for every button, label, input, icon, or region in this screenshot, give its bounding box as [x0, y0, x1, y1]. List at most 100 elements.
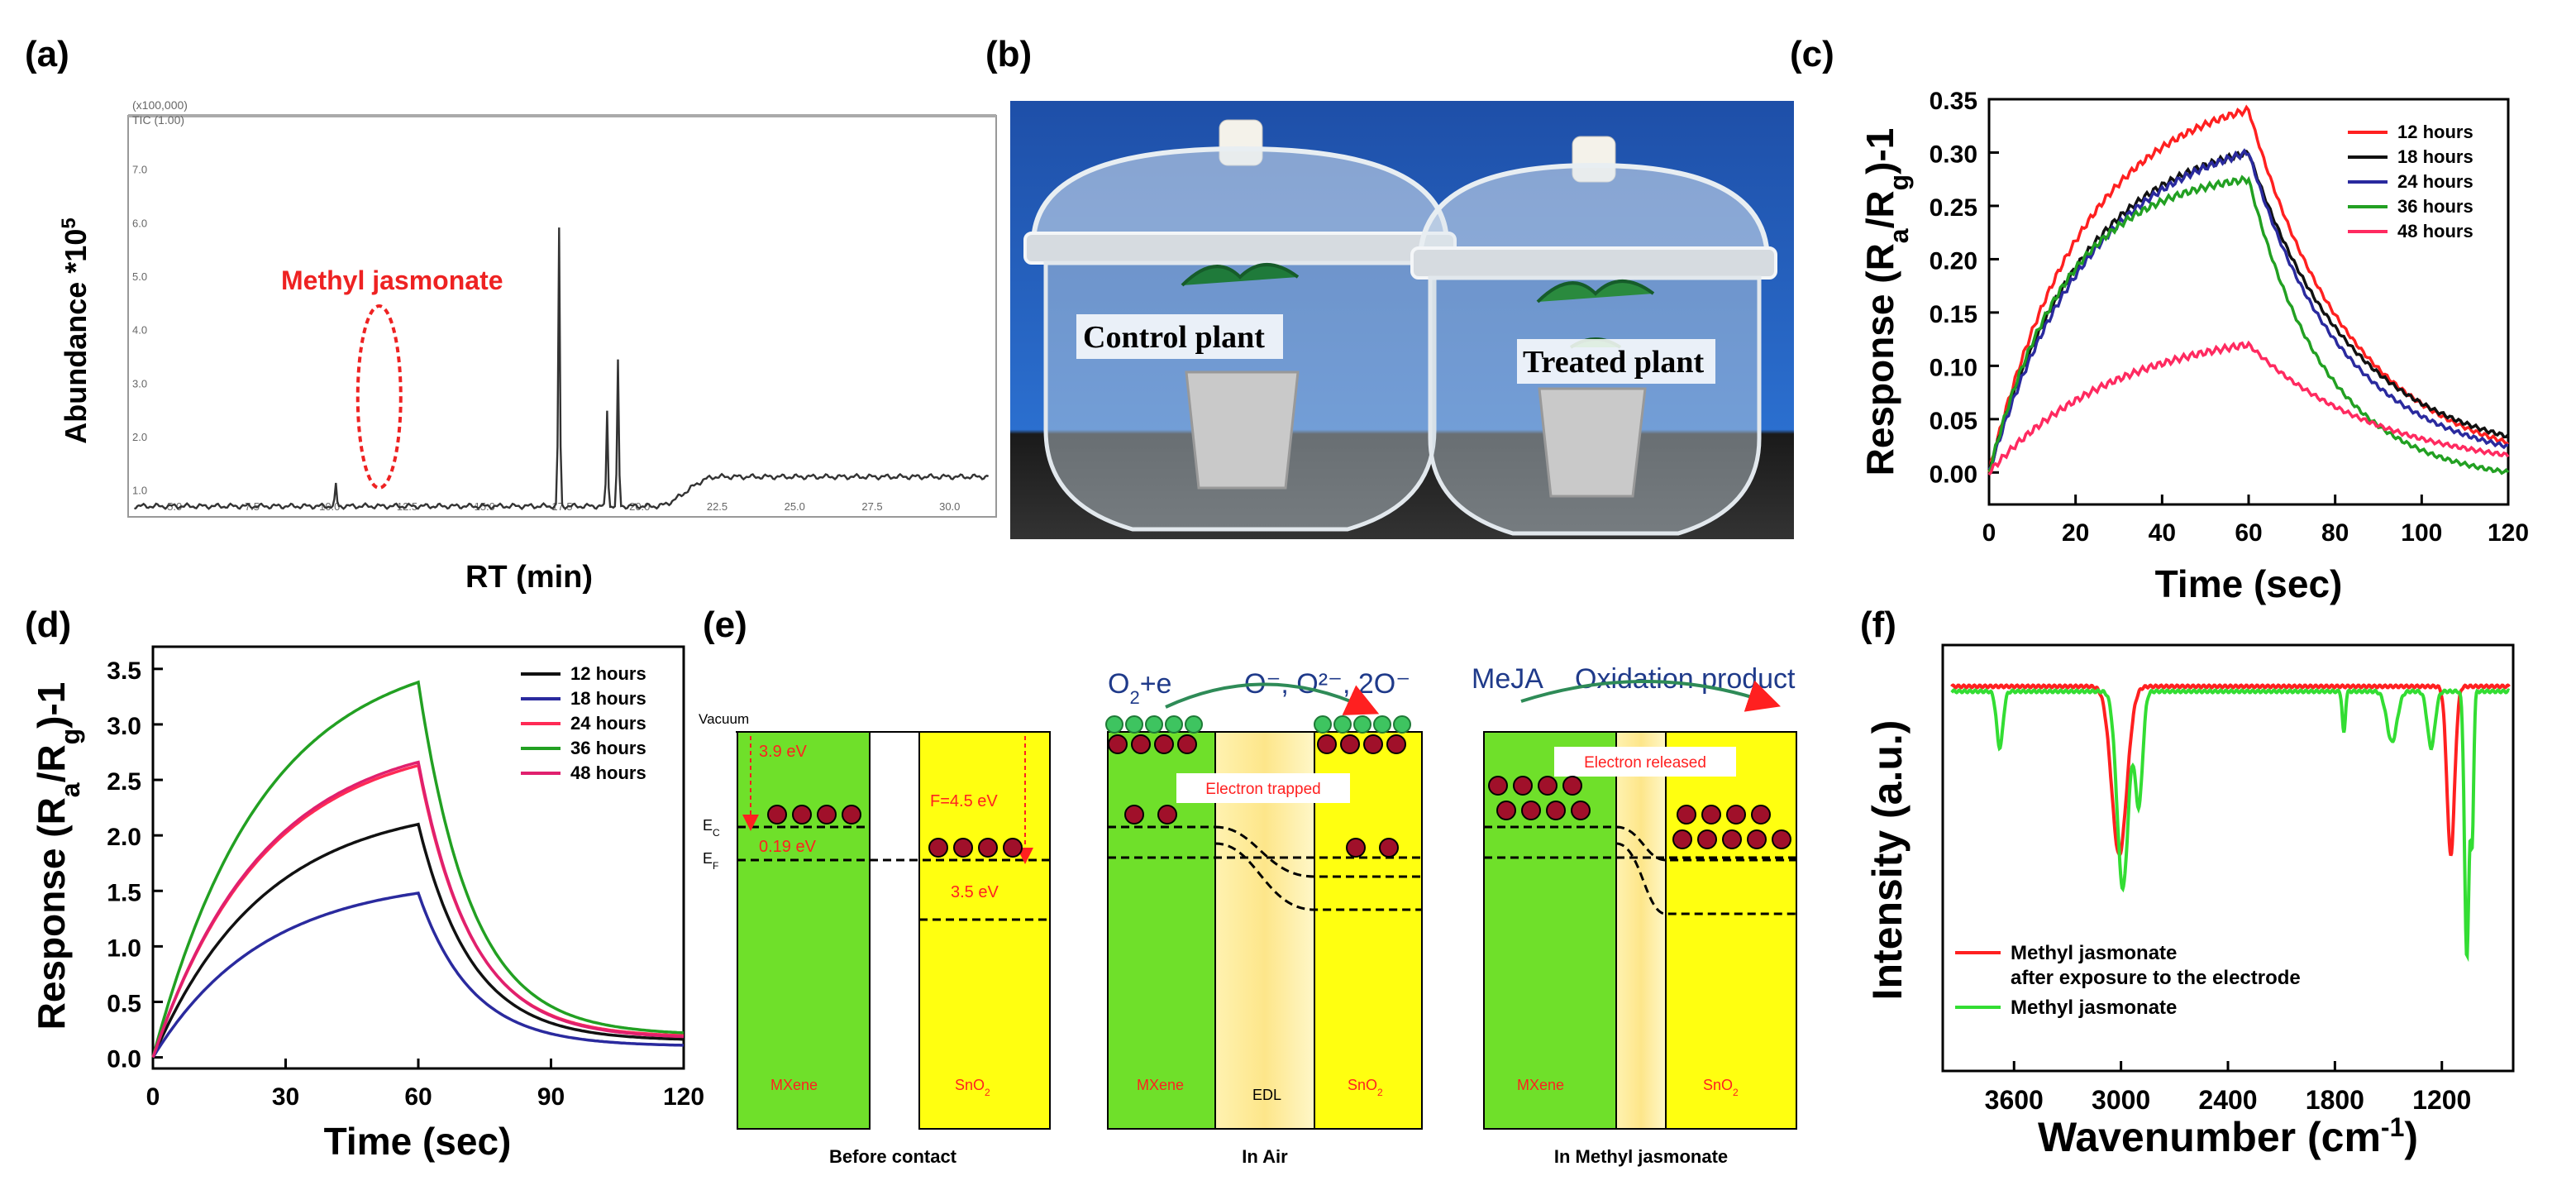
control-jar-lid: [1030, 146, 1450, 246]
control-jar-rim: [1023, 232, 1457, 265]
electron-dot: [1546, 801, 1566, 820]
x-tick-label: 0: [1982, 519, 1996, 547]
y-tick-label: 0.05: [1930, 408, 1977, 435]
y-tick-label: 2.0: [107, 824, 141, 851]
electron-dot: [1697, 829, 1717, 849]
panel-f-ylabel: Intensity (a.u.): [1864, 720, 1911, 1001]
series-line-24-hours: [1987, 148, 2509, 471]
sno2-block-meja: [1665, 731, 1797, 1130]
oxygen-molecule: [1393, 715, 1411, 734]
series-line-48-hours: [151, 760, 685, 1059]
y-tick-label: 0.15: [1930, 301, 1977, 328]
electron-dot: [1747, 829, 1767, 849]
x-tick-label: 120: [2488, 519, 2529, 547]
treated-jar-rim: [1410, 246, 1777, 280]
electron-dot: [1772, 829, 1791, 849]
panel-a-y-tick-label: 7.0: [132, 164, 147, 176]
oxygen-molecule: [1314, 715, 1332, 734]
legend-label: 12 hours: [2397, 122, 2473, 142]
caption-in-air: In Air: [1242, 1146, 1288, 1167]
electron-dot: [953, 838, 973, 858]
oxygen-molecule: [1185, 715, 1203, 734]
electron-dot: [1131, 734, 1151, 754]
treated-plant-pot: [1538, 387, 1647, 498]
electron-dot: [1538, 776, 1558, 796]
x-tick-label: 60: [2235, 519, 2262, 547]
panel-a-y-ticks: 1.0 2.0 3.0 4.0 5.0 6.0 7.0: [132, 164, 147, 497]
electron-dot: [792, 805, 812, 825]
oxidation-product-label: Oxidation product: [1575, 663, 1796, 695]
sno2-gap-label: 3.5 eV: [951, 883, 999, 901]
panel-a-x-tick-label: 22.5: [707, 500, 727, 513]
mxene-block-before: [737, 731, 871, 1130]
electron-dot: [1346, 838, 1366, 858]
panel-a-header-2: TIC (1.00): [132, 113, 184, 127]
panel-a-xlabel: RT (min): [465, 560, 593, 595]
x-tick-label: 40: [2149, 519, 2176, 547]
y-tick-label: 0.5: [107, 990, 141, 1017]
panel-f-series: [1950, 683, 2511, 963]
electron-trapped-label: Electron trapped: [1205, 781, 1320, 798]
panel-d-series: [151, 680, 685, 1059]
series-line-12-hours: [151, 822, 685, 1059]
x-tick-label: 120: [663, 1083, 704, 1111]
sno2-label-air: SnO2: [1348, 1077, 1383, 1098]
y-tick-label: 0.25: [1930, 194, 1977, 222]
edl-region-meja: [1615, 731, 1667, 1130]
x-tick-label: 0: [146, 1083, 160, 1111]
electron-dot: [1701, 805, 1721, 825]
panel-d-label: (d): [25, 605, 71, 645]
meja-label: MeJA: [1472, 663, 1543, 695]
air-reaction-arrow: [1165, 682, 1380, 715]
treated-plant-label: Treated plant: [1523, 345, 1705, 380]
panel-c: (c) 0 20 40 60 80 100 1200.000.050.100.150.200…: [1790, 34, 2529, 605]
electron-dot: [978, 838, 998, 858]
panel-e: (e) Vacuum EC EF 3.9 eV 0.19 eV F=4.5 eV…: [699, 605, 1797, 1167]
o2-e-label: O2+e: [1108, 668, 1171, 708]
oxygen-molecule: [1125, 715, 1143, 734]
panel-a-y-tick-label: 6.0: [132, 217, 147, 229]
series-line-48-hours: [1987, 340, 2510, 476]
treated-plant-jar: Treated plant: [1410, 136, 1777, 536]
y-tick-label: 2.5: [107, 768, 141, 796]
x-tick-label: 3600: [1985, 1085, 2044, 1115]
electron-dot: [1379, 838, 1399, 858]
panel-c-xlabel: Time (sec): [2155, 562, 2343, 605]
panel-a-chromatogram-line: [134, 227, 990, 510]
electron-dot: [817, 805, 837, 825]
electron-dot: [1562, 776, 1582, 796]
electron-dot: [1722, 829, 1742, 849]
panel-d-xlabel: Time (sec): [324, 1120, 512, 1163]
electron-dot: [1677, 805, 1696, 825]
panel-a-x-tick-label: 20.0: [629, 500, 650, 513]
electrons-before: [767, 805, 1023, 858]
electron-dot: [1521, 801, 1541, 820]
electron-released-box: [1554, 747, 1736, 777]
y-tick-label: 0.0: [107, 1046, 141, 1073]
electron-dot: [1003, 838, 1023, 858]
y-tick-label: 0.35: [1930, 88, 1977, 115]
treated-plant-label-bg: [1517, 339, 1715, 384]
electron-dot: [1496, 801, 1516, 820]
panel-d-ylabel: Response (Ra/Rg)-1: [30, 682, 85, 1030]
adsorbed-oxygen-air: [1105, 715, 1411, 734]
x-tick-label: 1200: [2412, 1085, 2471, 1115]
band-diagram-before-contact: Vacuum EC EF 3.9 eV 0.19 eV F=4.5 eV 3.5…: [699, 711, 1051, 1167]
y-tick-label: 3.5: [107, 657, 141, 685]
ec-label: EC: [703, 817, 720, 839]
electron-dot: [1672, 829, 1692, 849]
electron-dot: [1363, 734, 1383, 754]
oxygen-molecule: [1105, 715, 1123, 734]
sno2-label-meja: SnO2: [1703, 1077, 1739, 1098]
electron-dot: [1571, 801, 1591, 820]
oxygen-molecule: [1165, 715, 1183, 734]
panel-f: (f) 3600 3000 2400 1800 1200 Methyl jasmonat…: [1860, 605, 2515, 1160]
air-band-bending-cb: [1214, 825, 1422, 878]
x-tick-label: 30: [272, 1083, 299, 1111]
sno2-block-before: [918, 731, 1051, 1130]
x-tick-label: 100: [2401, 519, 2442, 547]
band-diagram-in-methyl-jasmonate: Electron released MeJA Oxidation product…: [1472, 663, 1797, 1167]
panel-c-ticks: 0 20 40 60 80 100 120 0.00 0.05 0.10 0.15 0.20 0.25 0…: [1930, 88, 2529, 547]
panel-f-xlabel: Wavenumber (cm-1): [2038, 1112, 2418, 1160]
